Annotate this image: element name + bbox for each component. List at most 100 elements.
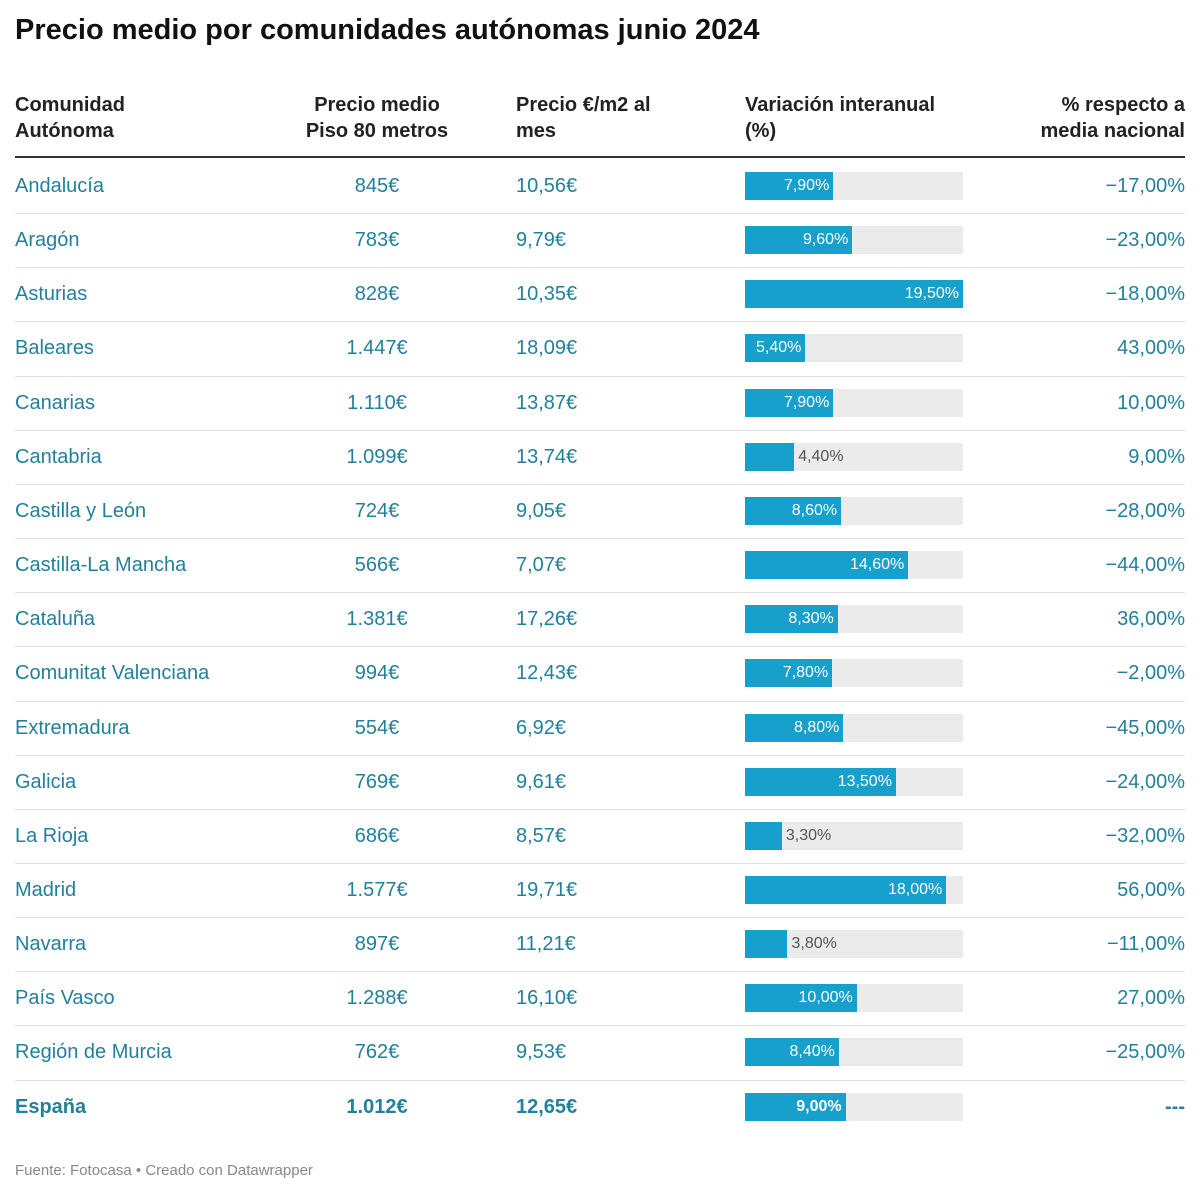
bar-label: 8,60%	[791, 501, 838, 519]
cell: 1.288€	[346, 987, 408, 1010]
column-header: % respecto a media nacional	[1040, 94, 1186, 142]
cell: 1.012€	[346, 1095, 408, 1118]
column-header: Variación interanual (%)	[745, 94, 936, 142]
bar	[745, 172, 834, 200]
bar	[745, 713, 844, 742]
cell: 783€	[354, 229, 400, 252]
cell: Canarias	[15, 391, 96, 414]
cell: −25,00%	[1105, 1041, 1185, 1064]
cell: España	[15, 1095, 87, 1118]
cell: 11,21€	[516, 933, 576, 956]
bar	[745, 496, 842, 525]
bar-label: 9,60%	[802, 231, 849, 249]
bar	[745, 930, 788, 959]
footer: Fuente: Fotocasa • Creado con Datawrappe…	[15, 1162, 313, 1179]
bar-label: 5,40%	[755, 339, 802, 357]
cell: 13,74€	[516, 445, 578, 468]
cell: 6,92€	[516, 716, 567, 739]
bar	[745, 226, 853, 255]
cell: 8,57€	[516, 824, 567, 847]
bar	[745, 659, 833, 688]
row-separator	[15, 213, 1185, 215]
bar	[745, 1092, 846, 1121]
cell: 845€	[354, 175, 400, 197]
row-separator	[15, 267, 1185, 269]
cell: 36,00%	[1117, 608, 1185, 631]
bar	[745, 551, 909, 580]
cell: Castilla y León	[15, 499, 147, 522]
cell: 1.099€	[346, 445, 408, 468]
cell: 18,09€	[516, 337, 578, 360]
cell: 27,00%	[1117, 987, 1185, 1010]
cell: 762€	[354, 1041, 400, 1064]
cell: Región de Murcia	[15, 1041, 172, 1064]
bar	[745, 984, 857, 1013]
bar	[745, 280, 963, 309]
column-header: Comunidad Autónoma	[15, 94, 125, 142]
bar-label: 7,90%	[783, 393, 830, 411]
cell: 828€	[354, 283, 400, 306]
cell: 17,26€	[516, 608, 578, 631]
cell: −45,00%	[1105, 716, 1185, 739]
cell: 724€	[354, 499, 400, 522]
row-separator	[15, 1079, 1185, 1081]
bar-label: 8,80%	[794, 718, 840, 736]
row-separator	[15, 917, 1185, 919]
bar	[745, 875, 947, 904]
bar	[745, 442, 795, 471]
cell: Andalucía	[15, 175, 104, 197]
cell: Cataluña	[15, 608, 96, 631]
bar-label: 8,30%	[788, 610, 834, 628]
cell: −11,00%	[1106, 933, 1185, 956]
cell: Comunitat Valenciana	[15, 662, 210, 685]
cell: 897€	[354, 933, 400, 956]
bar-label: 18,00%	[887, 880, 943, 898]
bar	[745, 767, 896, 796]
cell: 9,05€	[516, 499, 567, 522]
cell: 1.381€	[346, 608, 408, 631]
cell: Cantabria	[15, 445, 102, 468]
cell: 9,53€	[516, 1041, 567, 1064]
row-separator	[15, 375, 1185, 377]
cell: 1.447€	[346, 337, 408, 360]
cell: 10,56€	[516, 175, 578, 197]
cell: −44,00%	[1105, 554, 1185, 577]
cell: −23,00%	[1105, 229, 1185, 252]
bar-label: 19,50%	[904, 285, 959, 303]
cell: −18,00%	[1105, 283, 1185, 306]
row-separator	[15, 808, 1185, 810]
cell: 566€	[354, 554, 400, 577]
bar	[745, 605, 838, 634]
cell: 9,00%	[1128, 445, 1185, 468]
cell: 10,35€	[516, 283, 578, 306]
bar	[745, 821, 782, 850]
bar-label: 4,40%	[798, 447, 844, 465]
row-separator	[15, 592, 1185, 594]
bar	[745, 388, 834, 417]
cell: 10,00%	[1117, 391, 1185, 414]
cell: 9,79€	[516, 229, 567, 252]
cell: 1.577€	[346, 878, 408, 901]
row-separator	[15, 862, 1185, 864]
row-separator	[15, 971, 1185, 973]
bar	[745, 1038, 839, 1067]
cell: ---	[1165, 1095, 1185, 1118]
cell: La Rioja	[15, 824, 89, 847]
bar-label: 7,80%	[782, 664, 829, 682]
cell: −24,00%	[1105, 770, 1185, 793]
row-separator	[15, 321, 1185, 323]
cell: −2,00%	[1116, 662, 1185, 685]
cell: 12,65€	[516, 1095, 578, 1118]
bar-label: 3,80%	[791, 935, 837, 953]
cell: 1.110€	[347, 391, 407, 414]
cell: −32,00%	[1105, 824, 1185, 847]
row-separator	[15, 646, 1185, 648]
bar-label: 9,00%	[796, 1097, 842, 1115]
cell: 686€	[354, 824, 400, 847]
cell: Aragón	[15, 229, 80, 252]
cell: 43,00%	[1117, 337, 1185, 360]
column-header: Precio medio Piso 80 metros	[305, 94, 449, 142]
bar-label: 14,60%	[849, 556, 905, 574]
cell: Castilla-La Mancha	[15, 554, 187, 577]
